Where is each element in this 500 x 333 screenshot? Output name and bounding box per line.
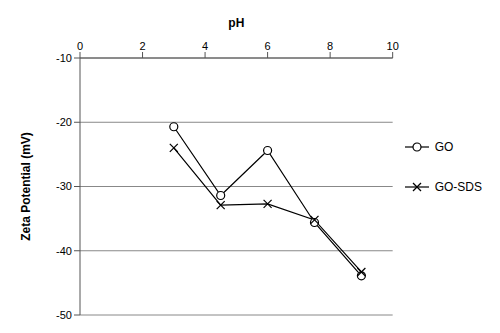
svg-text:-20: -20 xyxy=(56,116,72,128)
svg-text:2: 2 xyxy=(139,40,145,52)
svg-text:-30: -30 xyxy=(56,180,72,192)
svg-text:-40: -40 xyxy=(56,245,72,257)
svg-text:10: 10 xyxy=(387,40,399,52)
html-text:GO: GO xyxy=(434,139,454,154)
svg-text:-50: -50 xyxy=(56,309,72,321)
svg-text:pH: pH xyxy=(228,16,244,30)
svg-text:8: 8 xyxy=(327,40,333,52)
svg-text:6: 6 xyxy=(265,40,271,52)
html-text:GO-SDS: GO-SDS xyxy=(434,179,482,194)
svg-text:0: 0 xyxy=(77,40,83,52)
svg-text:-10: -10 xyxy=(56,52,72,64)
svg-text:4: 4 xyxy=(202,40,208,52)
svg-text:Zeta Potential (mV): Zeta Potential (mV) xyxy=(19,132,33,241)
